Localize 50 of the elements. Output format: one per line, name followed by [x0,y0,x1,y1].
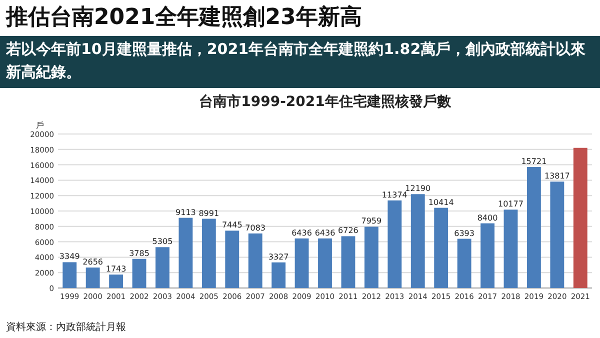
bar [388,200,402,288]
data-label: 10414 [428,198,454,207]
data-label: 3785 [129,248,150,258]
bar [550,182,564,288]
data-label: 8400 [477,213,498,222]
data-label: 3349 [59,252,80,262]
bar [202,218,216,288]
data-label: 5305 [152,237,173,246]
data-label: 6436 [314,228,336,238]
data-label: 7083 [245,223,266,232]
bar [156,247,170,288]
bar [86,268,100,288]
bar [225,230,240,288]
bar [480,223,494,288]
data-label: 6393 [454,228,474,238]
bar [272,262,286,288]
bar [62,262,77,288]
x-axis-title: 台南市1999-2021年住宅建照核發戶數 [199,93,452,110]
data-label: 7445 [222,220,242,230]
bar [341,236,356,288]
data-label: 6436 [292,228,312,238]
y-axis-title: 戶 [36,121,44,130]
bar [410,194,425,288]
data-label: 15721 [521,156,547,166]
bar [248,233,262,288]
data-label: 10177 [498,200,524,209]
data-label: 11374 [382,190,408,200]
data-label: 1743 [106,264,126,274]
data-label: 6726 [338,226,358,236]
bar [526,166,541,288]
source-note: 資料來源：內政部統計月報 [6,321,126,333]
bar [294,238,309,288]
data-label: 13817 [544,172,570,181]
bar [109,274,124,288]
bar [318,238,332,288]
data-label: 3327 [268,252,289,262]
data-label: 12190 [405,184,431,194]
bar [457,238,472,288]
data-label: 7959 [361,216,382,226]
bar [504,210,518,288]
bar [573,148,588,288]
bar [434,208,448,288]
data-label: 2656 [82,258,104,267]
bar [178,218,193,288]
data-label: 8991 [198,208,220,218]
chart-subtitle: 若以今年前10月建照量推估，2021年台南市全年建照約1.82萬戶，創內政部統計以來新高紀錄。 [6,39,587,83]
bar [364,226,378,288]
data-label: 9113 [176,208,196,217]
bar [132,258,146,288]
chart-title: 推估台南2021全年建照創23年新高 [5,4,362,30]
